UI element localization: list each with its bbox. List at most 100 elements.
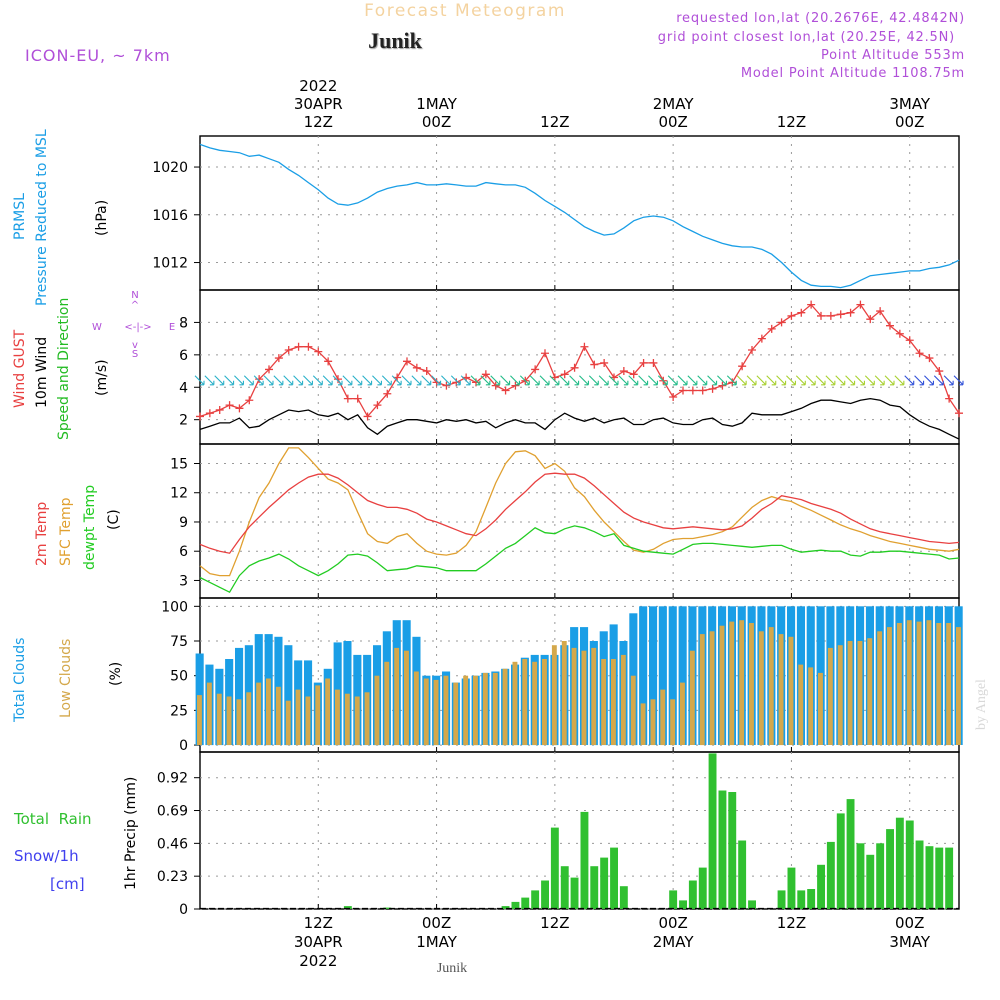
y-tick-label: 4 [179,380,188,396]
bottom-time-label: 00Z [658,914,687,932]
precip-bar [688,880,697,909]
gust-marker [334,375,342,384]
compass-e: E [169,322,175,333]
gust-marker [196,412,204,421]
gust-marker [688,386,697,395]
pressure-axes: 1012 1016 1020 [152,136,959,290]
wind-direction-arrow [559,375,570,386]
precip-bar [531,890,540,909]
low-cloud-bar [542,659,547,745]
top-time-label: 2022 [299,77,337,95]
point-altitude: Point Altitude 553m [821,48,965,63]
precip-bar [807,889,816,909]
banner-title: Forecast Meteogram [364,1,566,21]
gust-marker [935,367,944,376]
precip-bar [748,900,756,909]
low-cloud-bar [946,623,952,746]
low-cloud-bar [512,661,518,745]
precip-bar [895,817,904,909]
bottom-time-label: 12Z [304,914,333,932]
wind-direction-arrow [677,375,688,386]
wind-direction-arrow [598,375,609,386]
low-cloud-bar [591,647,597,745]
low-cloud-bar [788,636,794,745]
wind-direction-arrow [924,375,934,386]
dewpt-line [199,525,960,594]
precip-bar [679,900,687,909]
y-tick-label: 0 [179,738,188,754]
low-cloud-bar [887,627,892,745]
gust-marker [580,342,589,351]
precip-bar [541,880,549,909]
bottom-time-label: 2022 [299,952,337,970]
y-tick-label: 2 [179,413,188,429]
precip-bar [610,847,618,909]
gust-marker [363,412,372,421]
precip-bar [600,857,609,909]
y-tick-label: 3 [179,573,188,589]
wind-direction-arrow [441,375,451,386]
wind-direction-arrow [815,375,826,386]
wind-direction-arrow [500,375,511,386]
precip-bar [718,790,727,909]
wind-direction-arrow [273,375,284,386]
top-time-label: 3MAY [889,95,931,113]
low-cloud-bar [680,682,685,745]
precip-bar [728,792,737,909]
low-cloud-bar [305,696,311,746]
precip-bar [708,753,717,909]
low-cloud-bar [699,634,705,746]
temp-unit: (C) [106,509,122,530]
gust-marker [777,318,786,327]
low-cloud-bar [650,699,656,746]
gust-marker [955,409,963,418]
gust-marker [708,384,717,393]
gust-marker [915,349,924,358]
low-cloud-bar [571,647,577,745]
y-tick-label: 100 [161,599,188,615]
total-cloud-bar [639,606,648,745]
gust-marker [294,342,303,351]
low-cloud-bar [354,696,360,746]
low-cloud-bar [640,703,646,745]
gust-marker [945,394,954,403]
y-tick-label: 1012 [152,256,188,272]
grid-point-coords: grid point closest lon,lat (20.25E, 42.5… [658,30,955,45]
wind-direction-arrow [519,375,530,386]
precip-bar [777,890,786,909]
gust-label: Wind GUST [12,329,28,408]
precip-bar [669,890,678,909]
gust-marker [590,360,599,369]
pressure-panel-frame [199,135,960,291]
low-cloud-bar [877,631,883,746]
low-cloud-bar [798,664,804,746]
y-tick-label: 0.46 [157,836,188,852]
wind-direction-arrow [588,375,599,386]
total-cloud-bar [668,606,677,745]
gust-marker [353,394,362,403]
snow-label: Snow/1h [14,847,79,865]
gust-marker [817,311,825,320]
wind-direction-arrow [342,375,353,386]
gust-marker [619,367,628,376]
wind-direction-arrow [204,375,215,386]
gust-line [199,303,960,418]
low-cloud-bar [601,659,607,745]
total-rain-label: Total Rain [13,810,92,828]
bottom-time-label: 3MAY [889,933,931,951]
top-time-label: 2MAY [653,95,695,113]
compass-arrow-down: v [132,340,138,351]
y-tick-label: 0.92 [157,771,188,787]
y-tick-label: 75 [170,634,188,650]
plot-layer: 1012 1016 1020 2 4 6 8 3 6 9 12 15 0 25 50 75 100 0 0.23 0.… [152,136,964,918]
wind-direction-arrow [352,375,363,386]
gust-marker [876,307,885,316]
wind-direction-arrow [766,375,777,386]
y-tick-label: 0.69 [157,804,188,820]
wind-direction-arrow [628,375,639,386]
wind-unit: (m/s) [94,359,110,396]
wind-direction-arrow [322,375,333,386]
low-cloud-bar [778,634,784,746]
